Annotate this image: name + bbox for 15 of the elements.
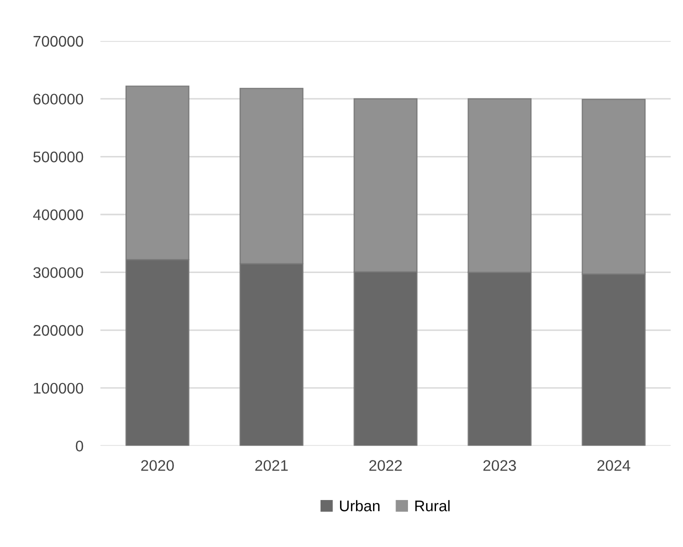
y-tick-label: 600000 [34, 94, 84, 105]
x-tick-label: 2022 [369, 460, 402, 471]
y-tick-label: 200000 [34, 325, 84, 336]
x-tick-label: 2023 [483, 460, 516, 471]
y-tick-label: 400000 [33, 209, 84, 220]
y-tick-label: 300000 [33, 267, 84, 278]
y-tick-label: 0 [76, 440, 84, 452]
legend-label: Rural [415, 500, 450, 512]
x-tick-label: 2020 [141, 460, 174, 471]
y-tick-label: 100000 [34, 382, 84, 394]
legend-label: Urban [340, 500, 380, 512]
y-tick-label: 700000 [34, 36, 84, 47]
x-tick-label: 2021 [255, 460, 288, 471]
x-tick-label: 2024 [597, 460, 630, 471]
y-tick-label: 500000 [33, 152, 84, 162]
